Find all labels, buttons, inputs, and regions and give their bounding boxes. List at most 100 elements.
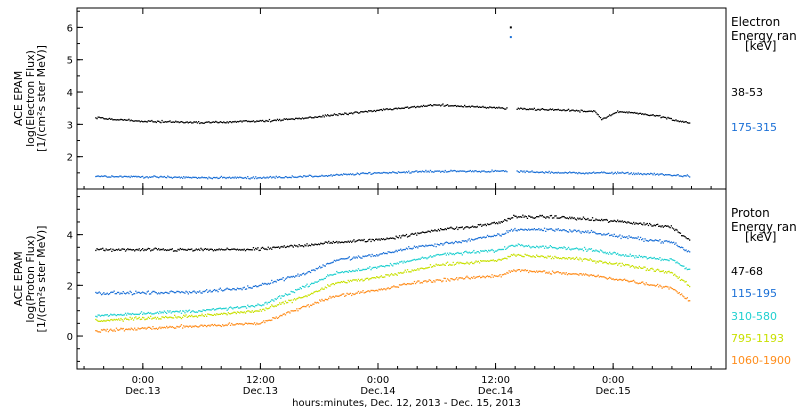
data-point <box>389 237 392 239</box>
data-point <box>106 249 108 251</box>
data-point <box>639 172 642 175</box>
data-point <box>596 113 598 115</box>
data-point <box>292 299 294 301</box>
data-point <box>257 120 259 122</box>
data-point <box>158 120 160 122</box>
data-point <box>473 106 475 108</box>
data-point <box>138 120 140 122</box>
data-point <box>142 291 144 293</box>
data-point <box>665 240 667 242</box>
data-point <box>627 112 629 114</box>
data-point <box>404 106 406 109</box>
data-point <box>347 279 349 282</box>
data-point <box>468 105 470 107</box>
data-point <box>636 112 638 114</box>
data-point <box>272 246 274 248</box>
data-point <box>209 248 211 250</box>
data-point <box>476 276 478 278</box>
data-point <box>113 313 115 315</box>
series-795-1193 <box>95 253 691 322</box>
data-point <box>612 278 614 280</box>
data-point <box>541 245 543 247</box>
data-point <box>497 275 499 278</box>
data-point <box>118 318 120 320</box>
x-tick-date: Dec.13 <box>125 386 160 397</box>
data-point <box>274 177 276 179</box>
data-point <box>586 274 588 276</box>
data-point <box>160 175 162 177</box>
data-point <box>654 225 656 227</box>
data-point <box>482 250 484 252</box>
data-point <box>669 242 671 244</box>
data-point <box>210 291 212 293</box>
data-point <box>629 280 631 283</box>
data-point <box>641 267 643 269</box>
data-point <box>313 117 315 119</box>
data-point <box>264 321 266 324</box>
data-point <box>653 256 655 259</box>
data-point <box>531 216 533 218</box>
data-point <box>435 230 437 232</box>
data-point <box>271 279 273 282</box>
data-point <box>654 174 656 176</box>
data-point <box>309 245 312 247</box>
data-point <box>148 317 151 319</box>
data-point <box>112 319 114 322</box>
data-point <box>663 174 666 176</box>
data-point <box>272 317 274 319</box>
data-point <box>601 260 603 263</box>
data-point <box>307 117 309 119</box>
data-point <box>536 245 538 247</box>
data-point <box>565 217 567 219</box>
data-point <box>327 175 329 177</box>
data-point <box>630 280 632 282</box>
data-point <box>563 229 565 231</box>
data-point <box>107 176 110 178</box>
data-point <box>356 172 358 174</box>
data-point <box>258 304 260 306</box>
data-point <box>686 122 688 124</box>
data-point <box>154 247 156 249</box>
data-point <box>481 237 483 239</box>
data-point <box>363 172 365 175</box>
data-point <box>307 245 309 247</box>
data-point <box>424 232 426 234</box>
data-point <box>265 177 267 179</box>
data-point <box>430 281 433 283</box>
data-point <box>252 176 255 178</box>
data-point <box>659 225 661 227</box>
data-point <box>389 108 392 110</box>
data-point <box>96 175 98 177</box>
data-point <box>304 244 306 246</box>
data-point <box>242 120 244 122</box>
data-point <box>201 324 203 326</box>
data-point <box>336 114 338 116</box>
data-point <box>200 315 202 317</box>
data-point <box>635 237 637 239</box>
data-point <box>196 122 199 124</box>
data-point <box>499 107 501 109</box>
data-point <box>460 105 462 107</box>
data-point <box>397 272 400 274</box>
data-point <box>151 328 153 330</box>
data-point <box>367 240 369 242</box>
data-point <box>130 313 132 316</box>
data-point <box>252 311 255 313</box>
data-point <box>196 316 199 318</box>
data-point <box>190 176 192 179</box>
y-tick-label: 2 <box>67 281 73 292</box>
data-point <box>370 289 372 292</box>
data-point <box>462 106 465 108</box>
data-point <box>593 274 595 276</box>
data-point <box>437 244 440 246</box>
data-point <box>338 113 340 115</box>
data-point <box>274 305 276 307</box>
data-point <box>153 313 155 315</box>
data-point <box>256 304 258 307</box>
data-point <box>649 239 651 241</box>
data-point <box>307 304 309 306</box>
data-point <box>249 306 251 308</box>
data-point <box>603 276 605 278</box>
data-point <box>464 170 466 172</box>
data-point <box>183 325 185 327</box>
